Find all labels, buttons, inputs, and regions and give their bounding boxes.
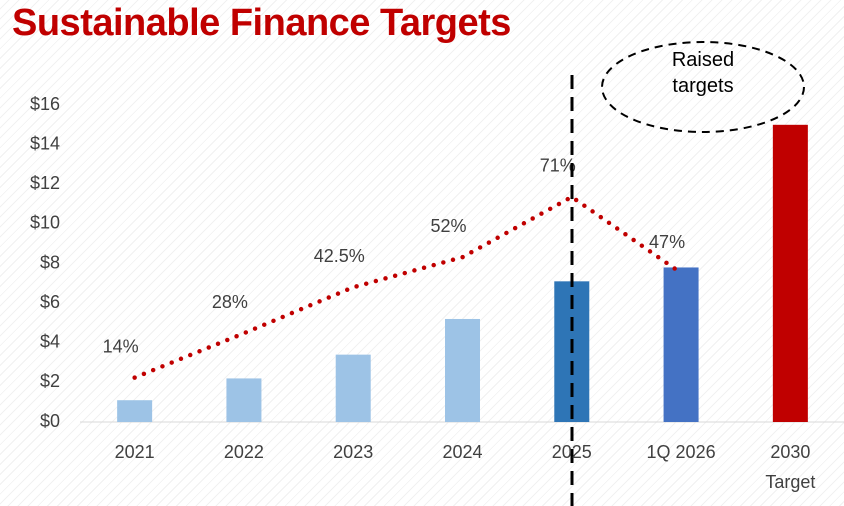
data-label: 71%	[540, 156, 576, 176]
y-tick-label: $8	[40, 252, 60, 272]
bar	[117, 400, 153, 422]
y-tick-label: $6	[40, 292, 60, 312]
y-tick-label: $14	[30, 133, 60, 153]
bar	[663, 267, 699, 422]
y-tick-label: $0	[40, 411, 60, 431]
data-label: 52%	[430, 216, 466, 236]
bar	[335, 354, 371, 422]
annotation: Raised targets	[671, 49, 735, 97]
bar	[226, 378, 262, 422]
bar	[772, 124, 808, 422]
x-tick-label: 2021	[114, 442, 155, 462]
x-tick-label: 2024	[442, 442, 483, 462]
x-tick-label: 1Q 2026	[646, 442, 716, 462]
x-tick-label: 2022	[223, 442, 264, 462]
y-tick-label: $12	[30, 173, 60, 193]
data-label: 14%	[103, 336, 139, 356]
x-tick-label: 2030 Target	[765, 442, 816, 492]
y-tick-label: $4	[40, 332, 60, 352]
data-label: 28%	[212, 292, 248, 312]
x-tick-label: 2023	[333, 442, 374, 462]
data-label: 42.5%	[314, 246, 365, 266]
bar	[445, 318, 480, 422]
percent-line	[132, 194, 684, 380]
data-label: 47%	[649, 232, 685, 252]
y-tick-label: $2	[40, 371, 60, 391]
x-tick-label: 2025	[551, 442, 592, 462]
y-tick-label: $10	[30, 213, 60, 233]
y-tick-label: $16	[30, 94, 60, 114]
chart-title: Sustainable Finance Targets	[12, 2, 511, 44]
annotation-ellipse	[601, 41, 805, 133]
